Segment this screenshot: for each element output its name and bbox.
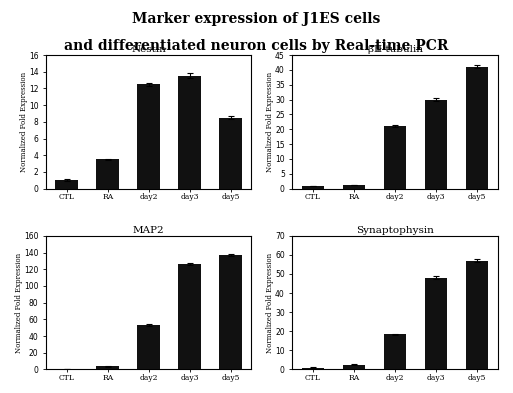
- Bar: [384, 334, 406, 369]
- Y-axis label: Normalized Fold Expression: Normalized Fold Expression: [266, 253, 273, 353]
- Bar: [55, 180, 78, 189]
- Bar: [425, 278, 447, 369]
- Bar: [137, 325, 160, 369]
- Bar: [220, 118, 242, 189]
- Bar: [179, 264, 201, 369]
- Bar: [466, 67, 488, 189]
- Bar: [302, 367, 324, 369]
- Bar: [96, 160, 119, 189]
- Title: MAP2: MAP2: [133, 226, 165, 235]
- Y-axis label: Normalized Fold Expression: Normalized Fold Expression: [19, 72, 28, 172]
- Title: βⅢ tubulin: βⅢ tubulin: [367, 45, 423, 54]
- Bar: [425, 99, 447, 189]
- Bar: [466, 261, 488, 369]
- Text: Marker expression of J1ES cells: Marker expression of J1ES cells: [132, 12, 381, 26]
- Bar: [220, 255, 242, 369]
- Y-axis label: Normalized Fold Expression: Normalized Fold Expression: [15, 253, 23, 353]
- Bar: [96, 367, 119, 369]
- Bar: [302, 186, 324, 189]
- Bar: [384, 126, 406, 189]
- Bar: [343, 185, 365, 189]
- Bar: [137, 84, 160, 189]
- Title: Nestin: Nestin: [131, 45, 166, 54]
- Bar: [343, 365, 365, 369]
- Bar: [179, 76, 201, 189]
- Text: and differentiated neuron cells by Real-time PCR: and differentiated neuron cells by Real-…: [64, 39, 449, 53]
- Y-axis label: Normalized Fold Expression: Normalized Fold Expression: [266, 72, 273, 172]
- Title: Synaptophysin: Synaptophysin: [356, 226, 434, 235]
